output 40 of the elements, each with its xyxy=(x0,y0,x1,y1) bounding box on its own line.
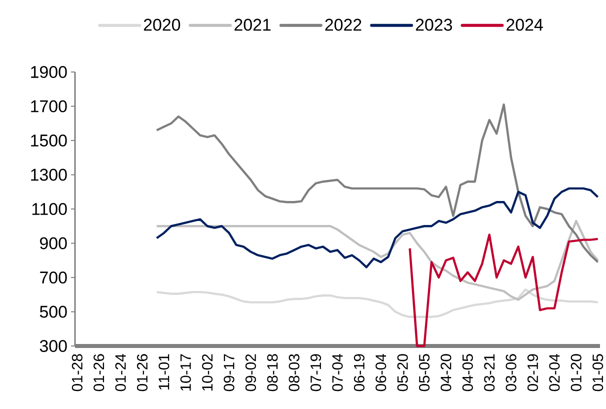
x-tick-label: 01-26 xyxy=(94,354,104,392)
y-tick-label: 1900 xyxy=(31,66,67,78)
x-tick-label: 03-06 xyxy=(506,354,516,392)
x-tick-label: 07-19 xyxy=(310,354,322,392)
x-tick-label: 10-17 xyxy=(180,354,191,391)
x-tick-label: 08-03 xyxy=(288,354,300,392)
x-tick-label: 04-05 xyxy=(462,354,473,392)
x-tick-label: 10-02 xyxy=(202,354,213,391)
x-tick-label: 05-05 xyxy=(418,354,430,392)
y-tick-label: 1300 xyxy=(31,168,67,181)
x-tick-label: 02-19 xyxy=(527,354,538,392)
x-tick-label: 06-04 xyxy=(376,354,386,392)
legend-label: 2023 xyxy=(416,18,452,31)
y-tick-label: 900 xyxy=(40,237,67,250)
legend-label: 2022 xyxy=(325,18,362,31)
x-tick-label: 04-20 xyxy=(440,354,452,392)
legend-label: 2020 xyxy=(144,18,180,31)
x-tick-label: 02-04 xyxy=(549,354,560,392)
x-tick-label: 01-24 xyxy=(115,354,126,392)
y-tick-label: 700 xyxy=(40,272,67,284)
x-tick-label: 01-20 xyxy=(570,354,582,392)
x-tick-label: 01-26 xyxy=(136,354,148,392)
x-tick-label: 09-17 xyxy=(224,354,234,392)
y-tick-label: 1700 xyxy=(31,100,67,112)
x-tick-label: 01-05 xyxy=(592,354,604,392)
legend-label: 2024 xyxy=(506,18,543,31)
x-tick-label: 07-04 xyxy=(332,354,343,392)
line-series xyxy=(408,234,599,348)
y-tick-label: 1500 xyxy=(31,134,67,146)
x-tick-label: 08-18 xyxy=(267,354,278,392)
y-tick-label: 1100 xyxy=(32,203,67,215)
legend-label: 2021 xyxy=(234,18,271,31)
x-tick-label: 05-20 xyxy=(397,354,408,392)
y-tick-label: 300 xyxy=(40,340,67,352)
x-tick-label: 11-01 xyxy=(158,354,170,390)
x-tick-label: 09-02 xyxy=(245,354,256,392)
x-tick-label: 03-21 xyxy=(484,354,495,392)
y-tick-label: 500 xyxy=(40,306,67,318)
x-tick-label: 06-19 xyxy=(354,354,364,392)
x-tick-label: 01-28 xyxy=(72,354,82,392)
